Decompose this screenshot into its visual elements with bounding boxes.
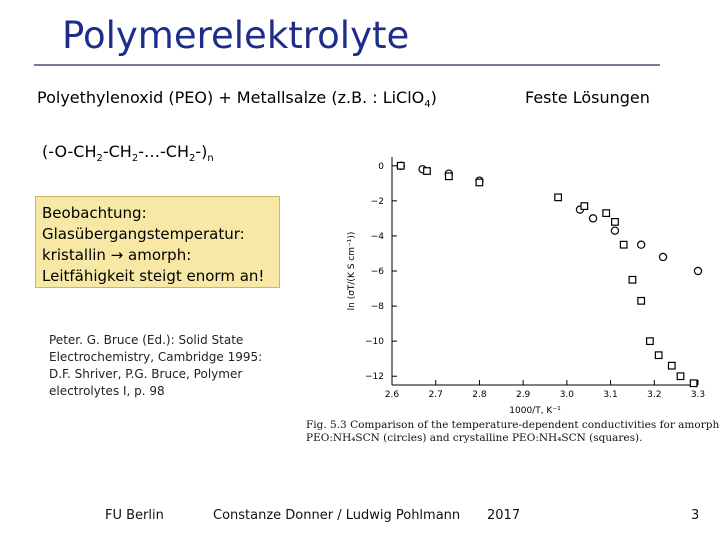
data-point-square bbox=[667, 361, 676, 370]
data-point-square bbox=[628, 275, 637, 284]
formula-text: Polyethylenoxid (PEO) + Metallsalze (z.B… bbox=[37, 88, 425, 107]
data-point-square bbox=[444, 172, 453, 181]
x-tick-label: 3.2 bbox=[647, 390, 661, 400]
chain-part: -…-CH bbox=[138, 142, 189, 161]
observation-line: Leitfähigkeit steigt enorm an! bbox=[42, 267, 265, 285]
data-point-square bbox=[689, 379, 698, 388]
caption-line: PEO:NH₄SCN (circles) and crystalline PEO… bbox=[306, 432, 643, 444]
data-point-square bbox=[602, 209, 611, 218]
data-point-square bbox=[554, 193, 563, 202]
x-tick-label: 3.0 bbox=[560, 390, 575, 400]
literature-reference: Peter. G. Bruce (Ed.): Solid State Elect… bbox=[49, 332, 262, 400]
data-point-circle bbox=[610, 226, 620, 235]
peo-salt-formula: Polyethylenoxid (PEO) + Metallsalze (z.B… bbox=[37, 88, 437, 110]
plot-axes bbox=[391, 157, 698, 386]
data-point-square bbox=[580, 202, 589, 211]
plot-marks bbox=[396, 161, 703, 388]
observation-line: Beobachtung: bbox=[42, 204, 147, 222]
x-tick-label: 3.3 bbox=[691, 390, 705, 400]
data-point-square bbox=[619, 240, 628, 249]
data-point-circle bbox=[588, 214, 598, 223]
data-point-square bbox=[637, 296, 646, 305]
data-point-square bbox=[654, 351, 663, 360]
y-tick-label: −12 bbox=[365, 372, 384, 382]
y-tick-label: −8 bbox=[371, 302, 385, 312]
y-tick-label: −10 bbox=[365, 337, 384, 347]
y-tick-label: −2 bbox=[371, 197, 384, 207]
x-axis-label: 1000/T, K⁻¹ bbox=[509, 406, 561, 416]
x-tick-label: 2.8 bbox=[472, 390, 487, 400]
formula-subscript: 4 bbox=[424, 99, 431, 111]
y-axis-label: ln (σT/(K S cm⁻¹)) bbox=[347, 232, 357, 311]
title-underline bbox=[34, 64, 660, 66]
data-point-circle bbox=[693, 266, 703, 276]
data-point-square bbox=[423, 167, 431, 175]
chain-sub: 2 bbox=[131, 153, 139, 165]
feste-loesungen-label: Feste Lösungen bbox=[525, 88, 650, 107]
observation-line: kristallin → amorph: bbox=[42, 246, 192, 264]
conductivity-plot: 0−2−4−6−8−10−122.6 2.7 2.8 2.9 3.0 3.1 3.2 3.3 … bbox=[347, 157, 705, 416]
y-tick-label: −6 bbox=[371, 267, 385, 277]
data-point-square bbox=[475, 178, 484, 187]
observation-line: Glasübergangstemperatur: bbox=[42, 225, 245, 243]
polymer-chain-formula: (-O-CH2-CH2-…-CH2-)n bbox=[42, 142, 214, 164]
footer-page-number: 3 bbox=[691, 508, 700, 523]
footer-authors: Constanze Donner / Ludwig Pohlmann bbox=[213, 508, 461, 523]
reference-line: Peter. G. Bruce (Ed.): Solid State bbox=[49, 333, 244, 347]
figure-caption: Fig. 5.3 Comparison of the temperature-d… bbox=[306, 419, 720, 445]
data-point-square bbox=[646, 337, 654, 346]
caption-line: Fig. 5.3 Comparison of the temperature-d… bbox=[306, 419, 720, 431]
x-tick-label: 2.6 bbox=[385, 390, 400, 400]
y-tick-label: 0 bbox=[378, 162, 384, 172]
chain-sub: 2 bbox=[188, 153, 196, 165]
slide-title: Polymerelektrolyte bbox=[62, 14, 410, 57]
x-tick-label: 2.7 bbox=[429, 390, 443, 400]
plot-ticks: 0 −2 −4 −6 −8 −10 −122.6 2.7 2.8 2.9 3.0 3.1 3.2 3.3 bbox=[365, 162, 705, 400]
reference-line: D.F. Shriver, P.G. Bruce, Polymer bbox=[49, 367, 243, 381]
x-tick-label: 2.9 bbox=[516, 390, 531, 400]
data-point-square bbox=[676, 372, 685, 381]
data-point-square bbox=[611, 217, 619, 226]
footer-institution: FU Berlin bbox=[105, 508, 164, 523]
footer-year: 2017 bbox=[487, 508, 521, 523]
formula-end: ) bbox=[430, 88, 437, 107]
reference-line: Electrochemistry, Cambridge 1995: bbox=[49, 350, 263, 364]
data-point-circle bbox=[658, 252, 668, 262]
chain-sub: 2 bbox=[96, 153, 103, 165]
chain-part: -) bbox=[195, 142, 208, 161]
data-point-circle bbox=[636, 240, 646, 249]
chain-sub: n bbox=[207, 153, 214, 165]
reference-line: electrolytes I, p. 98 bbox=[49, 384, 165, 398]
y-tick-label: −4 bbox=[371, 232, 385, 242]
chain-part: -CH bbox=[102, 142, 132, 161]
observation-box: Beobachtung: Glasübergangstemperatur: kr… bbox=[35, 196, 280, 288]
chain-part: (-O-CH bbox=[42, 142, 97, 161]
x-tick-label: 3.1 bbox=[603, 390, 617, 400]
data-point-square bbox=[396, 161, 405, 170]
